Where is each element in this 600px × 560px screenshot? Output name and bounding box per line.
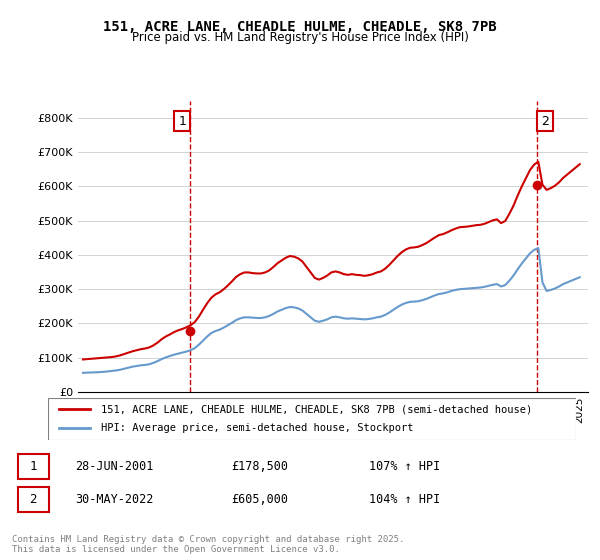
Text: £605,000: £605,000 — [231, 493, 288, 506]
Text: 151, ACRE LANE, CHEADLE HULME, CHEADLE, SK8 7PB (semi-detached house): 151, ACRE LANE, CHEADLE HULME, CHEADLE, … — [101, 404, 532, 414]
Text: 107% ↑ HPI: 107% ↑ HPI — [369, 460, 440, 473]
Text: 151, ACRE LANE, CHEADLE HULME, CHEADLE, SK8 7PB: 151, ACRE LANE, CHEADLE HULME, CHEADLE, … — [103, 20, 497, 34]
Text: £178,500: £178,500 — [231, 460, 288, 473]
Text: 104% ↑ HPI: 104% ↑ HPI — [369, 493, 440, 506]
Text: 30-MAY-2022: 30-MAY-2022 — [76, 493, 154, 506]
Text: 2: 2 — [541, 115, 549, 128]
Text: 28-JUN-2001: 28-JUN-2001 — [76, 460, 154, 473]
Text: 1: 1 — [178, 115, 186, 128]
Text: 2: 2 — [29, 493, 37, 506]
FancyBboxPatch shape — [48, 398, 576, 440]
Text: Price paid vs. HM Land Registry's House Price Index (HPI): Price paid vs. HM Land Registry's House … — [131, 31, 469, 44]
Text: 1: 1 — [29, 460, 37, 473]
FancyBboxPatch shape — [18, 454, 49, 479]
Text: Contains HM Land Registry data © Crown copyright and database right 2025.
This d: Contains HM Land Registry data © Crown c… — [12, 535, 404, 554]
Text: HPI: Average price, semi-detached house, Stockport: HPI: Average price, semi-detached house,… — [101, 423, 413, 433]
FancyBboxPatch shape — [18, 487, 49, 512]
